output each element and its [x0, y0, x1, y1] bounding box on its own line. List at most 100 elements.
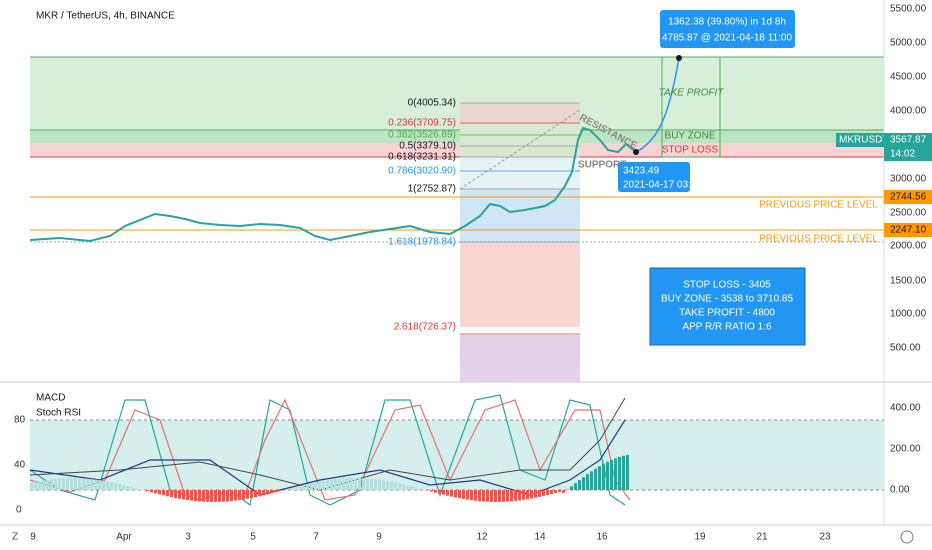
- price-tick: 2000.00: [890, 241, 927, 252]
- hist-bar: [302, 485, 305, 490]
- hist-bar: [258, 490, 261, 497]
- hist-bar: [590, 471, 593, 490]
- time-tick: 3: [185, 532, 191, 543]
- hist-bar: [354, 478, 357, 490]
- buy-zone: [30, 130, 884, 143]
- hist-bar: [534, 490, 537, 498]
- hist-bar: [622, 455, 625, 490]
- hist-bar: [442, 490, 445, 495]
- hist-bar: [266, 490, 269, 495]
- hist-bar: [478, 490, 481, 502]
- hist-bar: [562, 490, 565, 493]
- hist-bar: [270, 490, 273, 494]
- hist-bar: [94, 479, 97, 490]
- left-tick: 0: [16, 505, 22, 516]
- hist-bar: [458, 490, 461, 499]
- left-tick: 80: [14, 415, 26, 426]
- hist-bar: [506, 490, 509, 502]
- hist-bar: [366, 478, 369, 490]
- price-axis: 5500.005000.004500.004000.003500.003000.…: [890, 4, 927, 354]
- hist-bar: [50, 479, 53, 490]
- info-box: [649, 267, 806, 346]
- tp-label: TAKE PROFIT: [659, 88, 725, 99]
- callout-text: 1362.38 (39.80%) in 1d 8h: [668, 17, 786, 28]
- hist-bar: [74, 478, 77, 490]
- hist-bar: [182, 490, 185, 500]
- hist-bar: [390, 481, 393, 490]
- stoch-label: Stoch RSI: [36, 408, 81, 419]
- hist-bar: [482, 490, 485, 502]
- hist-bar: [530, 490, 533, 499]
- info-line: APP R/R RATIO 1:6: [682, 322, 772, 333]
- hist-bar: [438, 490, 441, 494]
- chart-title: MKR / TetherUS, 4h, BINANCE: [36, 11, 175, 22]
- hist-bar: [490, 490, 493, 502]
- price-tick: 2500.00: [890, 208, 927, 219]
- hist-bar: [90, 479, 93, 490]
- time-tick: 23: [819, 532, 831, 543]
- fib-label: 0.5(3379.10): [399, 141, 456, 152]
- hist-bar: [250, 490, 253, 498]
- hist-bar: [502, 490, 505, 502]
- hist-bar: [314, 482, 317, 490]
- right-tick: 200.00: [890, 444, 921, 455]
- time-tick: 5: [250, 532, 256, 543]
- time-axis: 9 Apr 3 5 7 9 12 14 16 19 21 23: [30, 532, 831, 543]
- hist-bar: [358, 478, 361, 490]
- hist-bar: [606, 461, 609, 490]
- hist-bar: [330, 479, 333, 490]
- time-tick: 9: [376, 532, 382, 543]
- hist-bar: [598, 466, 601, 490]
- hist-bar: [614, 458, 617, 490]
- hist-bar: [326, 480, 329, 490]
- hist-bar: [522, 490, 525, 500]
- hist-bar: [210, 490, 213, 502]
- hist-bar: [422, 489, 425, 490]
- hist-bar: [602, 463, 605, 490]
- fib-labels: 0(4005.34) 0.236(3709.75) 0.382(3526.89)…: [388, 98, 456, 333]
- macd-line: [29, 419, 626, 496]
- tp-box: [661, 56, 721, 158]
- callout-text: 3423.49: [623, 166, 660, 177]
- hist-bar: [626, 454, 629, 490]
- stop-label: STOP LOSS: [662, 145, 719, 156]
- price-tick: 5000.00: [890, 38, 927, 49]
- hist-bar: [418, 488, 421, 490]
- zoom-button[interactable]: Z: [12, 532, 18, 543]
- settings-button[interactable]: [900, 530, 914, 544]
- fib-label: 0.618(3231.31): [388, 152, 456, 163]
- hist-bar: [294, 487, 297, 490]
- hist-bar: [202, 490, 205, 502]
- hist-bar: [434, 490, 437, 493]
- hist-bar: [574, 483, 577, 490]
- stoch-k: [29, 394, 626, 507]
- hist-bar: [254, 490, 257, 498]
- hist-bar: [486, 490, 489, 502]
- hist-bar: [42, 480, 45, 490]
- fib-label: 1(2752.87): [408, 184, 456, 195]
- hist-bar: [122, 484, 125, 490]
- entry-callout: [618, 162, 690, 192]
- fib-label: 0.382(3526.89): [388, 130, 456, 141]
- stoch-band: [30, 420, 884, 490]
- hist-bar: [386, 481, 389, 490]
- hist-bar: [98, 480, 101, 490]
- hist-bar: [410, 486, 413, 490]
- hist-bar: [286, 489, 289, 490]
- hist-bar: [462, 490, 465, 499]
- countdown: 14:02: [890, 149, 915, 160]
- hist-bar: [594, 468, 597, 490]
- time-tick: 21: [756, 532, 768, 543]
- hist-bar: [290, 488, 293, 490]
- hist-bar: [58, 478, 61, 490]
- info-line: STOP LOSS - 3405: [683, 280, 771, 291]
- hist-bar: [334, 479, 337, 490]
- hist-bar: [230, 490, 233, 502]
- hist-bar: [514, 490, 517, 501]
- price-tick: 3000.00: [890, 174, 927, 185]
- fib-band: [460, 157, 580, 189]
- hist-bar: [278, 490, 281, 492]
- hist-bar: [382, 480, 385, 490]
